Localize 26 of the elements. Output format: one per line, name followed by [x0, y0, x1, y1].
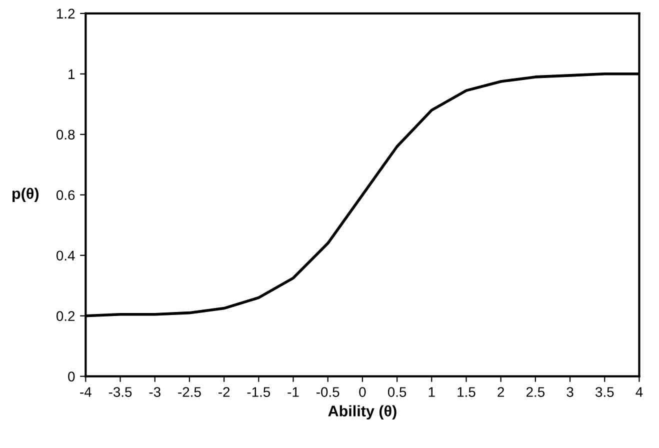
x-tick-label: -1.5 [247, 387, 270, 397]
x-tick-label: 0.5 [388, 387, 406, 397]
y-tick-label: 0.4 [56, 250, 75, 261]
y-tick-label: 0 [68, 372, 75, 382]
x-tick-label: -0.5 [316, 387, 340, 397]
x-tick-label: -2 [218, 387, 230, 397]
x-tick-label: -1 [288, 387, 299, 397]
x-tick-label: 2.5 [526, 387, 545, 397]
y-tick-label: 1 [68, 69, 75, 79]
x-tick-label: -3.5 [108, 387, 132, 397]
x-tick-label: -4 [80, 387, 92, 397]
x-tick-label: 0 [359, 387, 366, 397]
x-tick-label: 1.5 [458, 387, 476, 397]
y-tick-label: 0.6 [56, 190, 75, 200]
x-tick-label: 1 [428, 387, 435, 397]
y-tick-label: 0.2 [56, 311, 75, 322]
x-tick-label: -3 [149, 387, 160, 397]
x-tick-label: -2.5 [178, 387, 201, 397]
x-axis-title: Ability (θ) [328, 405, 396, 420]
y-tick-label: 1.2 [57, 8, 75, 18]
y-tick-label: 0.8 [56, 130, 75, 140]
y-axis-title: p(θ) [12, 188, 39, 202]
x-tick-label: 2 [498, 387, 504, 397]
x-tick-label: 3.5 [596, 387, 614, 397]
x-tick-label: 3 [566, 387, 574, 397]
x-tick-label: 4 [636, 387, 643, 397]
